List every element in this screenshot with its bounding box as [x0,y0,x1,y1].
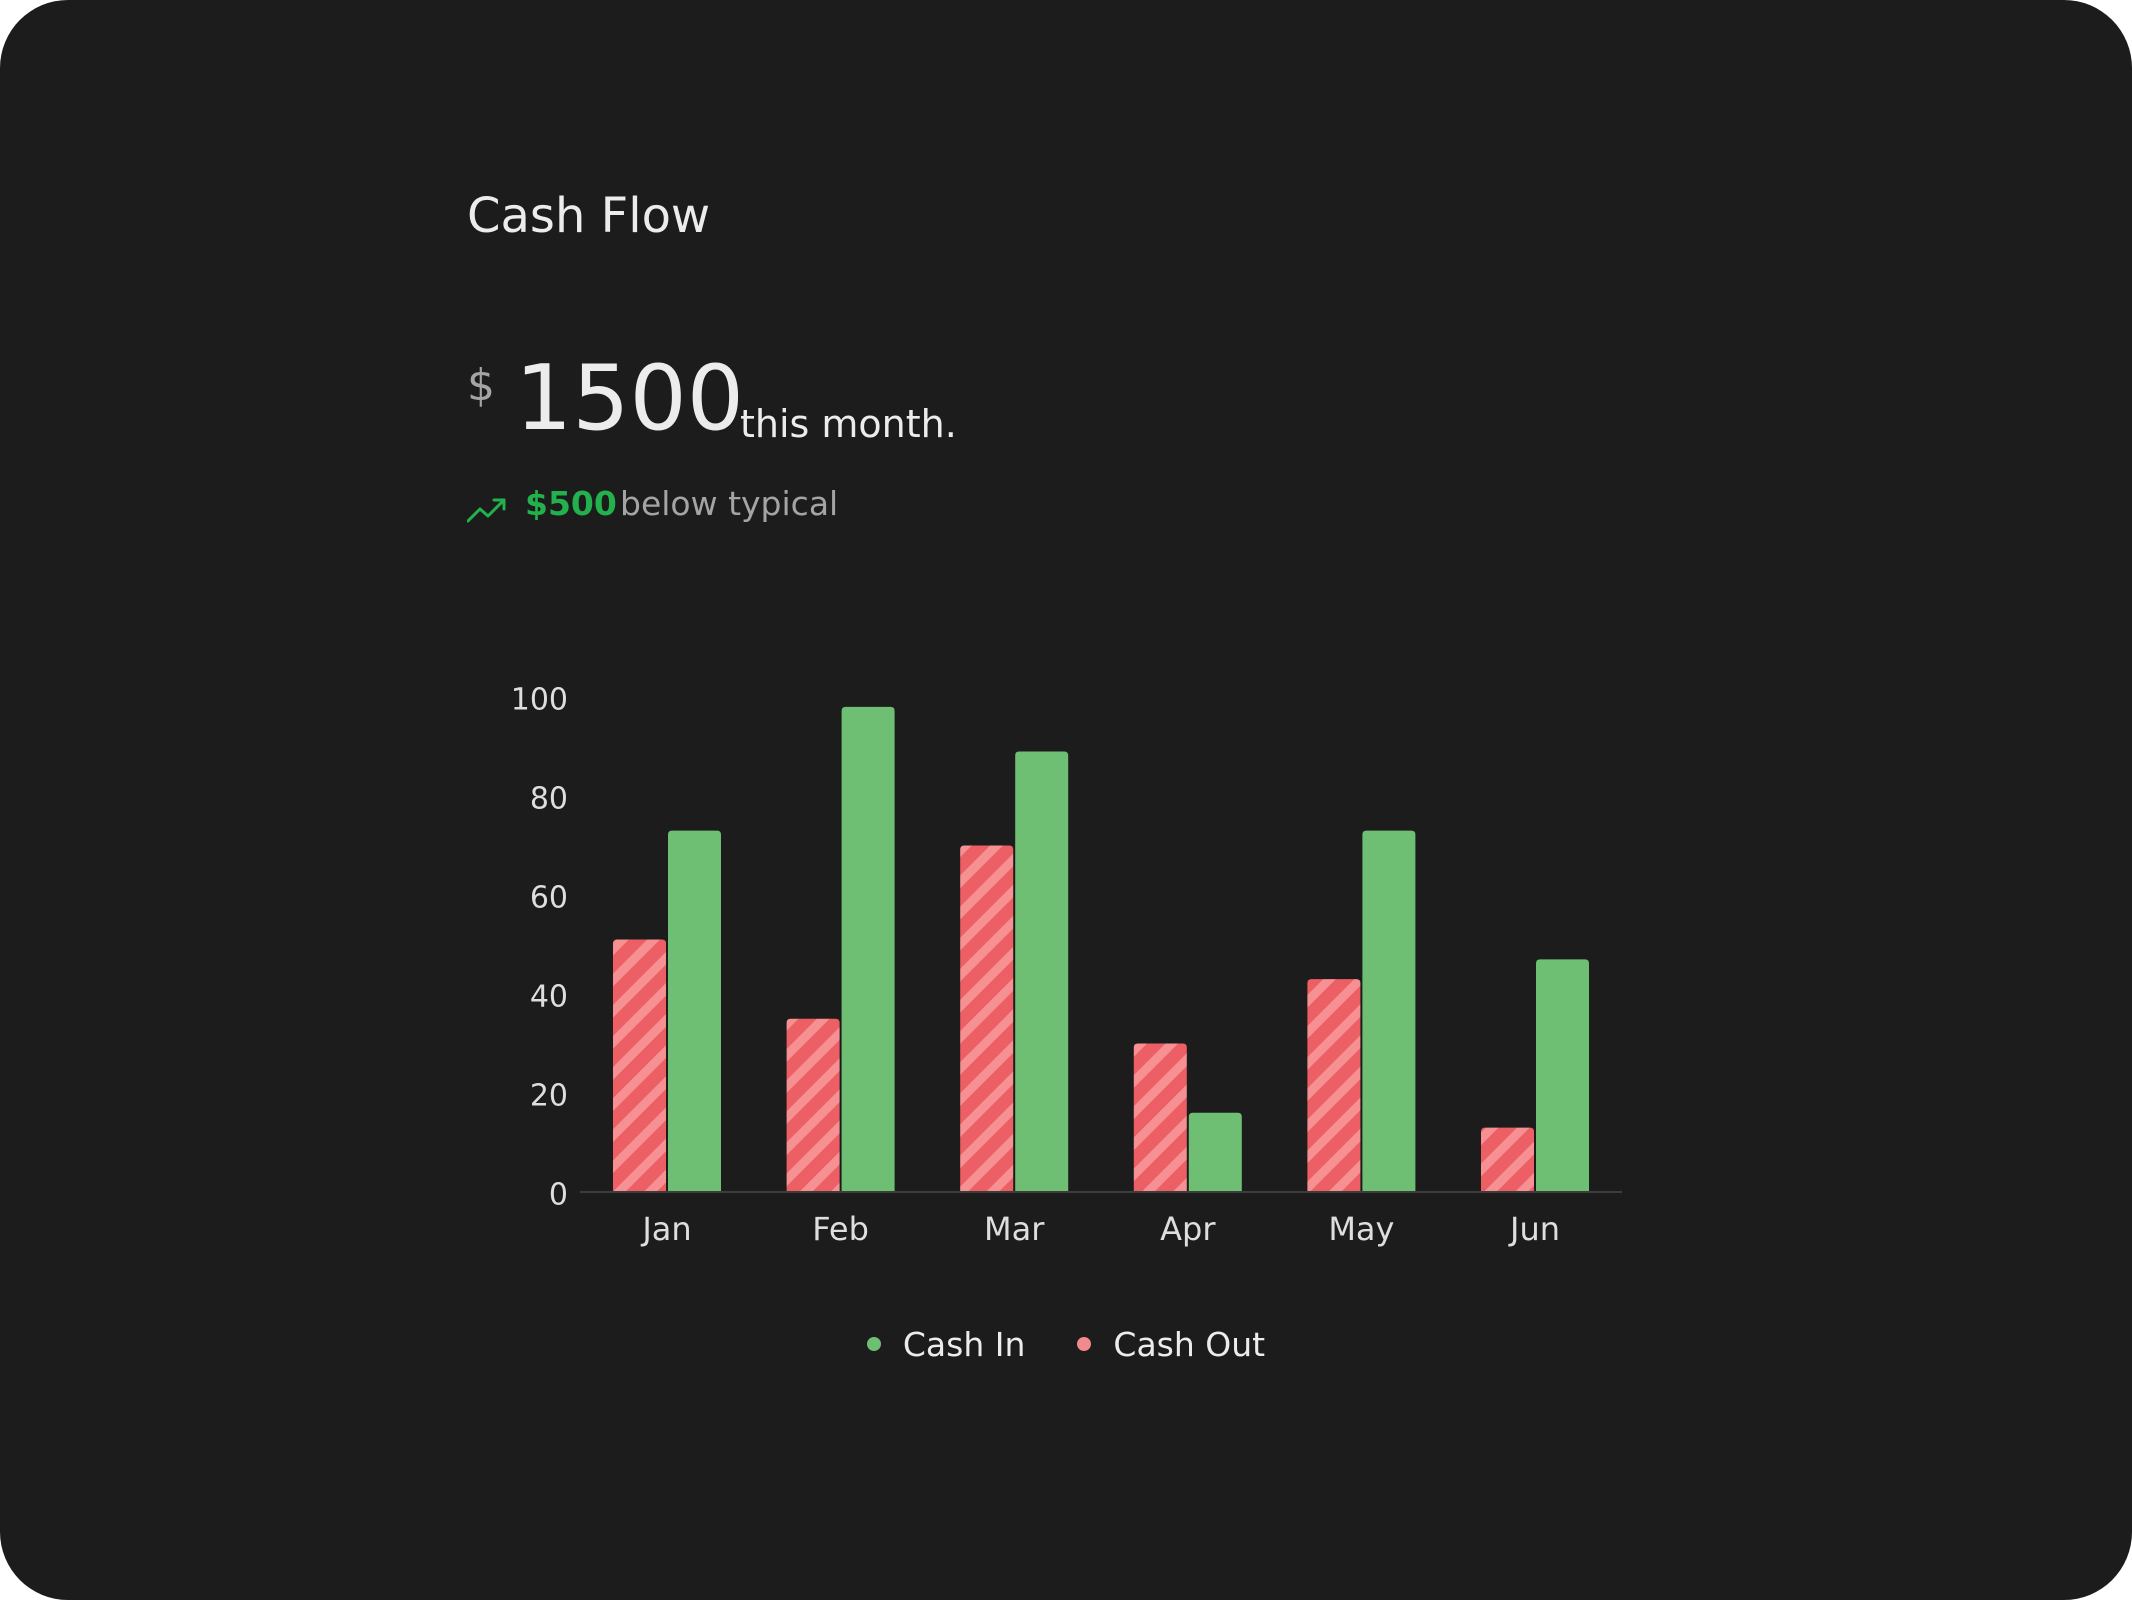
legend-label-cash-out: Cash Out [1113,1324,1266,1364]
y-tick-label: 100 [511,683,568,718]
x-tick-label: May [1328,1210,1394,1248]
bar-cash-in-mar [1015,751,1069,1192]
bar-cash-out-apr [1133,1043,1187,1192]
bar-cash-out-mar [960,845,1014,1192]
bar-cash-in-jan [668,830,721,1192]
amount-period-note: this month. [740,402,957,446]
delta-value: $500 [525,484,617,523]
bar-cash-out-jun [1481,1127,1534,1192]
legend-dot-cash-out [1077,1337,1092,1351]
legend-item-cash-in: Cash In [866,1324,1026,1364]
bar-cash-in-apr [1188,1112,1242,1192]
x-tick-label: Jan [640,1210,691,1248]
bar-cash-out-feb [786,1018,840,1192]
bars [613,706,1589,1192]
y-tick-label: 0 [549,1178,568,1213]
delta-note: below typical [620,484,839,523]
bar-cash-in-feb [841,706,895,1192]
x-tick-label: Jun [1508,1210,1560,1248]
trending-up-icon [467,498,506,523]
x-tick-label: Feb [812,1210,869,1248]
y-tick-label: 40 [530,980,568,1015]
x-tick-label: Mar [984,1210,1045,1248]
bar-cash-out-jan [613,939,666,1192]
currency-symbol: $ [467,360,495,411]
legend-dot-cash-in [866,1337,881,1351]
x-axis-labels: Jan Feb Mar Apr May Jun [640,1210,1560,1248]
x-tick-label: Apr [1160,1210,1216,1248]
legend-label-cash-in: Cash In [902,1324,1026,1364]
card-title: Cash Flow [467,188,711,244]
bar-cash-out-may [1307,979,1361,1192]
bar-cash-in-jun [1536,959,1589,1192]
y-tick-label: 20 [530,1079,568,1114]
amount-value: 1500 [515,346,745,451]
chart-legend: Cash In Cash Out [0,1322,2132,1366]
y-axis-ticks: 0 20 40 60 80 100 [511,683,568,1213]
bar-cash-in-may [1362,830,1416,1192]
y-tick-label: 80 [530,782,568,817]
legend-item-cash-out: Cash Out [1077,1325,1265,1364]
y-tick-label: 60 [530,881,568,916]
